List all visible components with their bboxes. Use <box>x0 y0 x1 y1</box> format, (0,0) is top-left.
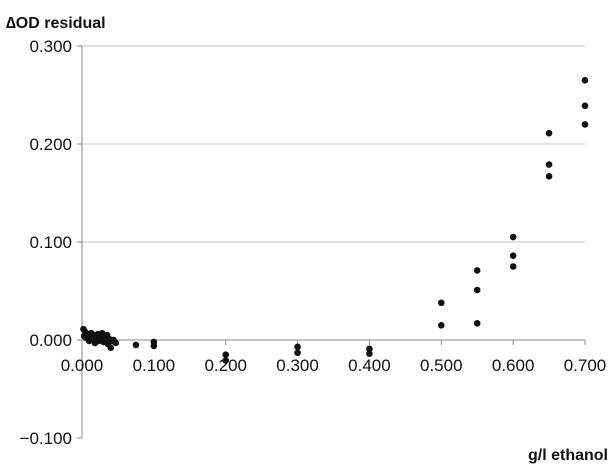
data-point <box>107 344 115 352</box>
x-tick-label-3: 0.300 <box>276 356 319 375</box>
data-point <box>473 286 481 294</box>
y-tick-label-4: −0.100 <box>20 429 72 448</box>
y-tick-label-3: 0.000 <box>29 331 72 350</box>
data-point <box>545 161 553 168</box>
data-point <box>366 350 373 358</box>
data-point <box>437 322 445 329</box>
tick-labels: 0.300 0.200 0.100 0.000 −0.100 0.000 0.100 0.20… <box>20 37 607 448</box>
data-point <box>581 77 589 84</box>
data-points <box>80 77 589 364</box>
data-point <box>473 320 481 327</box>
x-tick-label-0: 0.000 <box>61 356 104 375</box>
data-point <box>366 345 373 353</box>
data-point <box>509 233 517 241</box>
y-tick-label-0: 0.300 <box>29 37 72 56</box>
x-axis-title: g/l ethanol <box>528 447 608 464</box>
x-tick-label-1: 0.100 <box>133 356 176 375</box>
data-point <box>294 343 301 351</box>
x-tick-label-6: 0.600 <box>492 356 535 375</box>
x-tick-label-5: 0.500 <box>420 356 463 375</box>
y-tick-label-2: 0.100 <box>29 233 72 252</box>
y-tick-label-1: 0.200 <box>29 135 72 154</box>
y-axis-title: ∆OD residual <box>6 15 106 32</box>
x-tick-label-2: 0.200 <box>204 356 247 375</box>
data-point <box>509 252 517 260</box>
data-point <box>581 102 589 110</box>
data-point <box>112 339 120 347</box>
data-point <box>437 299 445 307</box>
gridlines <box>82 45 585 243</box>
data-point <box>473 267 481 274</box>
x-tick-label-7: 0.700 <box>564 356 607 375</box>
data-point <box>509 263 517 270</box>
data-point <box>545 173 553 180</box>
data-point <box>294 349 301 357</box>
data-point <box>150 342 158 350</box>
data-point <box>132 341 140 349</box>
data-point <box>581 121 589 128</box>
x-tick-label-4: 0.400 <box>348 356 391 375</box>
data-point <box>545 129 553 137</box>
data-point <box>222 351 230 359</box>
data-point <box>222 357 230 364</box>
